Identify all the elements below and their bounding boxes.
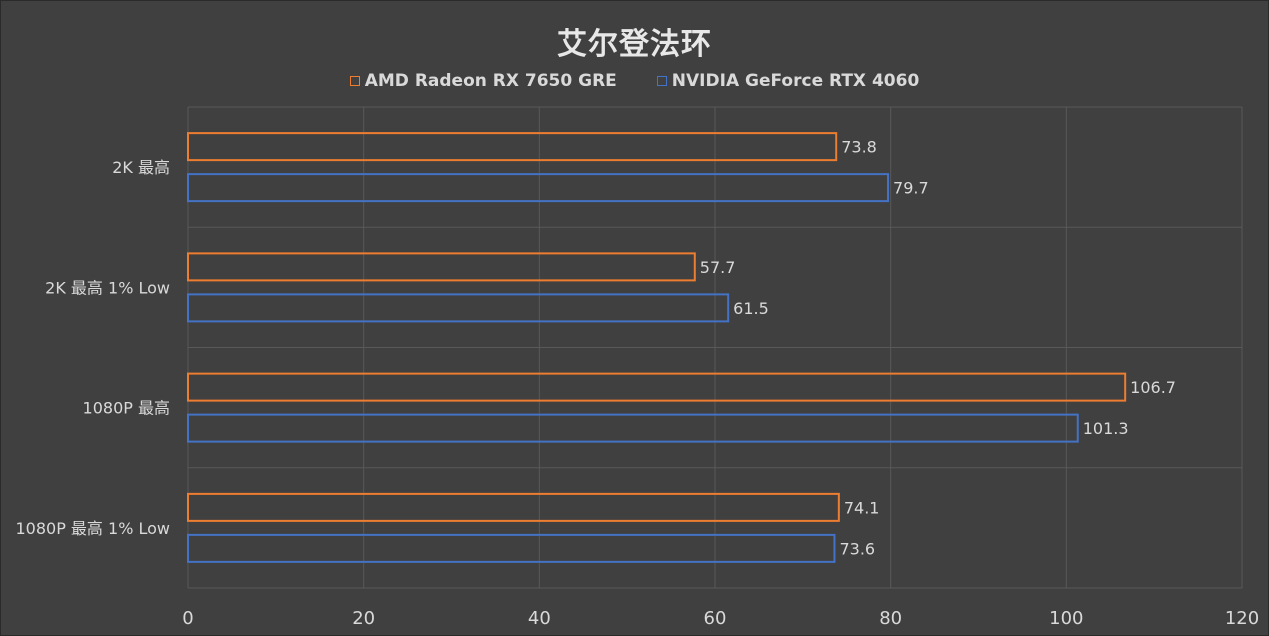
category-label: 1080P 最高 1% Low: [15, 519, 170, 538]
chart-title: 艾尔登法环: [557, 27, 712, 62]
category-label: 2K 最高: [112, 158, 170, 177]
legend: AMD Radeon RX 7650 GRE NVIDIA GeForce RT…: [1, 71, 1268, 91]
bar: [187, 372, 1127, 402]
bar: [187, 252, 696, 282]
category-label: 1080P 最高: [83, 399, 170, 418]
data-label: 73.8: [841, 138, 877, 157]
bar: [187, 533, 836, 563]
grid: [187, 106, 1243, 589]
x-tick-label: 60: [704, 608, 727, 629]
data-label: 57.7: [700, 258, 736, 277]
bar: [187, 492, 840, 522]
legend-entry-amd: AMD Radeon RX 7650 GRE: [349, 71, 617, 91]
labels: 0 20 40 60 80 100 120 2K 最高 73.8 79.7 2K 最高 1% Low…: [15, 138, 1259, 629]
legend-label-nvidia: NVIDIA GeForce RTX 4060: [671, 71, 920, 91]
x-tick-label: 100: [1049, 608, 1083, 629]
x-tick-label: 20: [352, 608, 375, 629]
data-label: 101.3: [1083, 419, 1129, 438]
data-label: 79.7: [893, 179, 929, 198]
bar: [187, 413, 1079, 443]
x-tick-label: 0: [182, 608, 193, 629]
legend-label-amd: AMD Radeon RX 7650 GRE: [364, 71, 617, 91]
bar: [187, 132, 838, 162]
data-label: 73.6: [839, 539, 875, 558]
x-tick-label: 80: [879, 608, 902, 629]
data-label: 61.5: [733, 299, 769, 318]
data-label: 74.1: [844, 498, 880, 517]
legend-swatch-amd: [349, 76, 360, 86]
data-label: 106.7: [1130, 378, 1176, 397]
bar: [187, 173, 890, 203]
legend-entry-nvidia: NVIDIA GeForce RTX 4060: [656, 71, 920, 91]
x-tick-label: 120: [1225, 608, 1259, 629]
bar: [187, 293, 730, 323]
x-tick-label: 40: [528, 608, 551, 629]
bars: [187, 132, 1127, 563]
category-label: 2K 最高 1% Low: [45, 278, 170, 297]
legend-swatch-nvidia: [656, 76, 667, 86]
